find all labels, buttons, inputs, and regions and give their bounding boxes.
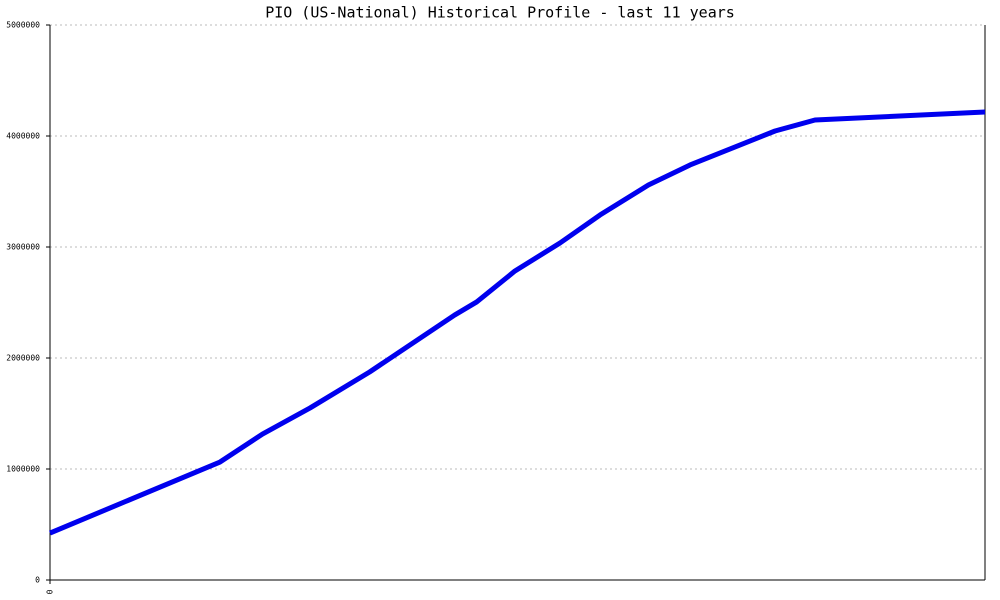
y-tick-label: 2000000 xyxy=(6,354,40,363)
y-tick-label: 3000000 xyxy=(6,243,40,252)
y-tick-label: 0 xyxy=(35,576,40,585)
x-tick-label: 0 xyxy=(46,589,55,594)
chart-title: PIO (US-National) Historical Profile - l… xyxy=(265,4,735,22)
y-tick-label: 5000000 xyxy=(6,21,40,30)
y-tick-label: 4000000 xyxy=(6,132,40,141)
series-line xyxy=(49,109,986,536)
y-tick-label: 1000000 xyxy=(6,465,40,474)
